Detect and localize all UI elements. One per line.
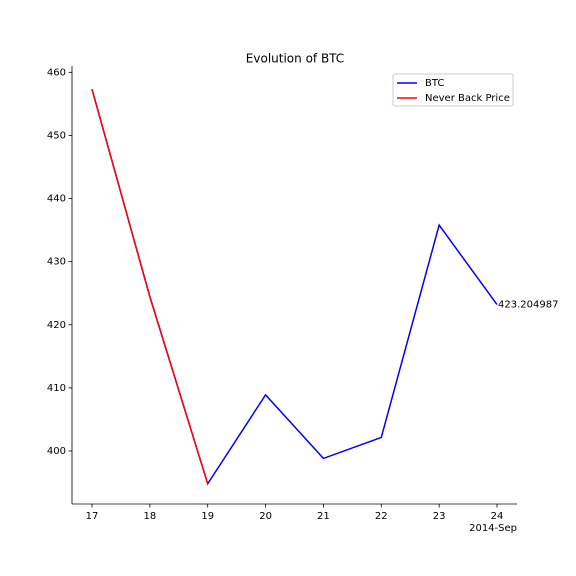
x-tick-label: 18 xyxy=(143,511,156,522)
y-tick-label: 460 xyxy=(47,67,66,78)
y-tick-label: 400 xyxy=(47,446,66,457)
x-tick-label: 24 xyxy=(491,511,504,522)
x-offset-label: 2014-Sep xyxy=(469,523,517,534)
y-tick-label: 410 xyxy=(47,383,66,394)
y-tick-label: 450 xyxy=(47,130,66,141)
series-line xyxy=(91,88,209,485)
x-tick-label: 20 xyxy=(259,511,272,522)
chart-title: Evolution of BTC xyxy=(246,52,344,66)
y-tick-label: 440 xyxy=(47,194,66,205)
x-tick-label: 21 xyxy=(317,511,330,522)
y-tick-label: 420 xyxy=(47,320,66,331)
legend-box xyxy=(392,73,514,107)
annotation: 423.204987 xyxy=(498,300,558,311)
x-tick-label: 22 xyxy=(375,511,388,522)
legend-label: Never Back Price xyxy=(425,93,510,104)
x-tick-label: 17 xyxy=(86,511,99,522)
legend-label: BTC xyxy=(425,78,444,89)
x-tick-label: 19 xyxy=(201,511,214,522)
y-tick-label: 430 xyxy=(47,257,66,268)
x-tick-label: 23 xyxy=(433,511,446,522)
